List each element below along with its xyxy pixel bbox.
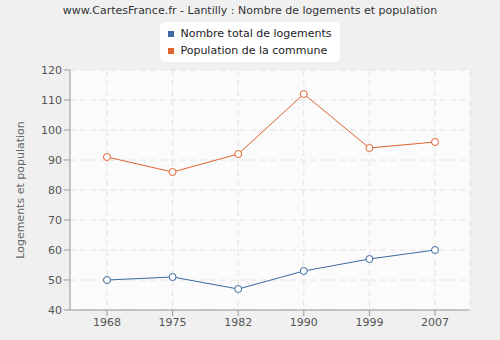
- html-text:Nombre total de logements: Nombre total de logements: [180, 27, 332, 40]
- html-text:Population de la commune: Population de la commune: [180, 44, 328, 57]
- svg-text:50: 50: [48, 274, 62, 287]
- svg-text:110: 110: [41, 94, 62, 107]
- svg-text:Logements et population: Logements et population: [14, 121, 27, 259]
- svg-text:70: 70: [48, 214, 62, 227]
- svg-text:90: 90: [48, 154, 62, 167]
- svg-text:1982: 1982: [224, 316, 252, 329]
- svg-text:1990: 1990: [290, 316, 318, 329]
- html-text:www.CartesFrance.fr - Lantilly: www.CartesFrance.fr - Lantilly : Nombre …: [62, 4, 438, 17]
- svg-text:100: 100: [41, 124, 62, 137]
- svg-text:60: 60: [48, 244, 62, 257]
- svg-text:80: 80: [48, 184, 62, 197]
- svg-text:1968: 1968: [93, 316, 121, 329]
- svg-text:40: 40: [48, 304, 62, 317]
- svg-text:1975: 1975: [159, 316, 187, 329]
- svg-text:1999: 1999: [355, 316, 383, 329]
- svg-text:2007: 2007: [421, 316, 449, 329]
- svg-text:120: 120: [41, 64, 62, 77]
